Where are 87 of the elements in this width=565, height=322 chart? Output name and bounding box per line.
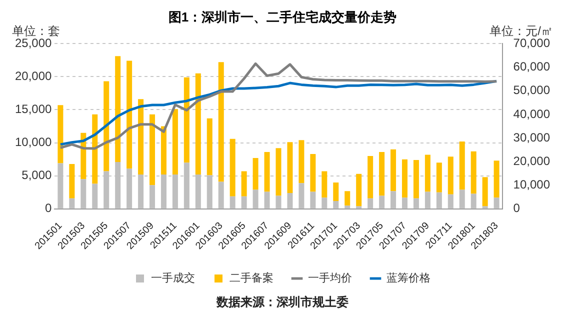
y-tick-label: 20,000 [15, 68, 52, 83]
y-tick-label: 25,000 [15, 36, 52, 50]
bar [92, 184, 98, 208]
bar [276, 148, 282, 196]
bar [276, 196, 282, 208]
bar [459, 141, 465, 190]
bar [344, 191, 350, 206]
bar [390, 149, 396, 192]
bar [368, 156, 374, 198]
bar [241, 171, 247, 196]
y-axis-title: 单位：套 [12, 24, 60, 38]
bar [230, 196, 236, 208]
bar [126, 60, 132, 169]
bar [470, 194, 476, 208]
bar [368, 198, 374, 208]
y2-tick-label: 60,000 [513, 60, 550, 74]
bar [241, 196, 247, 208]
bar [264, 192, 270, 208]
bar [482, 177, 488, 206]
bar [459, 190, 465, 208]
bar [252, 190, 258, 208]
source-note: 数据来源：深圳市规土委 [215, 294, 350, 310]
bar [298, 183, 304, 208]
y-tick-label: 0 [45, 201, 52, 216]
bar [172, 109, 178, 175]
bar [104, 81, 110, 172]
bar [356, 174, 362, 206]
legend-label: 蓝筹价格 [386, 272, 430, 285]
bar [494, 160, 500, 198]
bar [413, 198, 419, 208]
y2-tick-label: 70,000 [513, 36, 550, 50]
bar [470, 151, 476, 194]
y2-tick-label: 20,000 [513, 154, 550, 168]
bar [195, 73, 201, 175]
bar [69, 198, 75, 208]
bar [402, 159, 408, 198]
bar [436, 162, 442, 192]
bar [413, 160, 419, 198]
bar [92, 114, 98, 184]
bar [310, 192, 316, 208]
y2-axis-title: 单位：元/㎡ [490, 24, 553, 38]
bar [184, 77, 190, 163]
y2-tick-label: 50,000 [513, 83, 550, 98]
y-tick-label: 15,000 [15, 102, 52, 116]
bar [80, 179, 86, 208]
y-tick-label: 10,000 [15, 135, 52, 150]
chart-title: 图1：深圳市一、二手住宅成交量价走势 [168, 9, 397, 24]
bar [69, 164, 75, 198]
bar [287, 193, 293, 208]
bar [424, 192, 430, 208]
bar [115, 56, 121, 162]
legend-label: 二手备案 [230, 272, 274, 285]
bar [218, 62, 224, 182]
bar [322, 171, 328, 198]
y2-tick-label: 40,000 [513, 106, 550, 121]
bar [264, 152, 270, 192]
bar [230, 138, 236, 196]
y2-tick-label: 10,000 [513, 178, 550, 192]
bar [333, 200, 339, 208]
y2-tick-label: 0 [513, 201, 520, 216]
bar [322, 198, 328, 208]
bar [287, 142, 293, 194]
bar [150, 185, 156, 208]
bar [310, 154, 316, 192]
bar [448, 156, 454, 194]
bar [436, 192, 442, 208]
bar [333, 182, 339, 201]
bar [58, 105, 64, 164]
bar [379, 196, 385, 208]
bar [424, 154, 430, 192]
legend-label: 一手成交 [151, 272, 195, 285]
y-tick-label: 5,000 [22, 168, 52, 182]
bar [344, 206, 350, 208]
bar [150, 114, 156, 186]
bar [218, 182, 224, 208]
y2-tick-label: 30,000 [513, 130, 550, 144]
bar [379, 152, 385, 196]
bar [206, 118, 212, 176]
bar [448, 194, 454, 208]
bar [390, 191, 396, 208]
bar [494, 198, 500, 208]
bar [160, 126, 166, 175]
bar [138, 99, 144, 175]
legend-label: 一手均价 [308, 272, 352, 285]
bar [252, 158, 258, 190]
bar [402, 198, 408, 208]
bar [298, 140, 304, 184]
